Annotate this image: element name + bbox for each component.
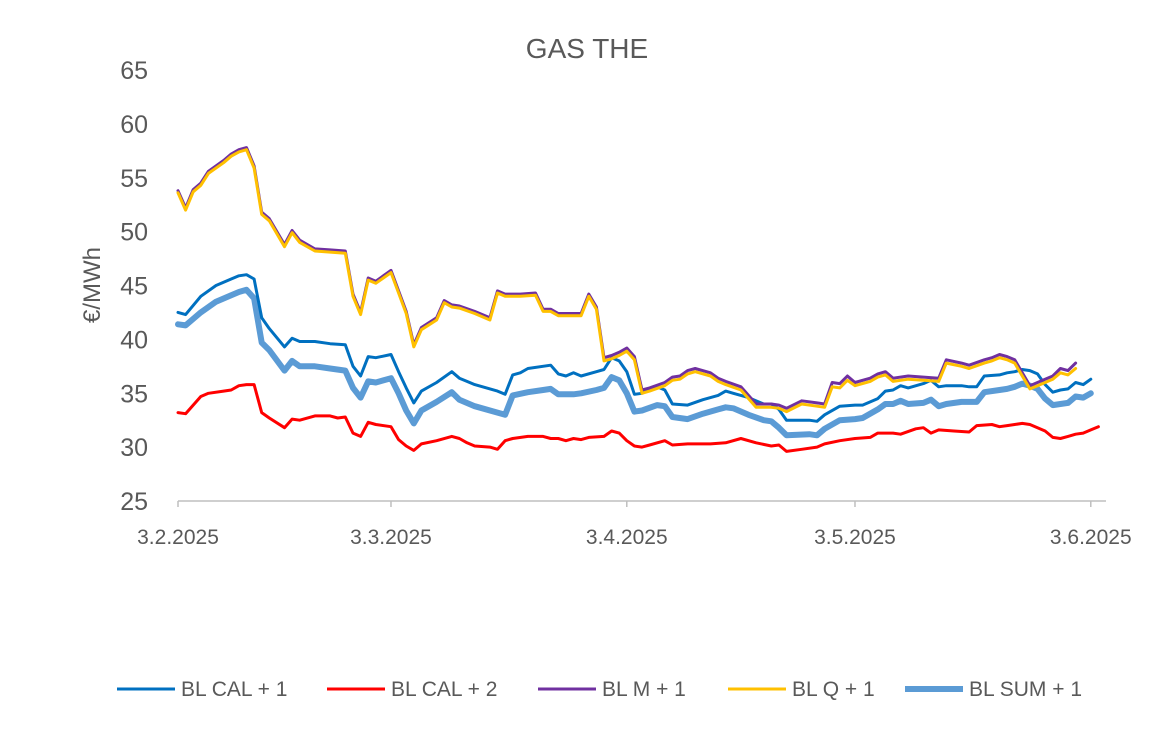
y-tick-label: 35 xyxy=(120,380,148,408)
x-axis: 3.2.2025 3.3.2025 3.4.2025 3.5.2025 3.6.2025 xyxy=(137,500,1132,549)
y-tick-label: 50 xyxy=(120,219,148,247)
x-tick-label: 3.2.2025 xyxy=(137,526,219,549)
series-line-bl-cal-2 xyxy=(176,383,1100,453)
legend-label: BL SUM + 1 xyxy=(969,678,1082,701)
x-tick-label: 3.6.2025 xyxy=(1050,526,1132,549)
legend-label: BL M + 1 xyxy=(602,678,686,701)
series-line-bl-cal-1 xyxy=(176,273,1093,423)
y-tick-label: 55 xyxy=(120,165,148,193)
x-tick-label: 3.5.2025 xyxy=(814,526,896,549)
chart-title: GAS THE xyxy=(526,33,648,64)
y-axis-ticks: 25 30 35 40 45 50 55 60 65 xyxy=(120,57,148,516)
y-axis-label: €/MWh xyxy=(79,247,106,323)
y-tick-label: 30 xyxy=(120,434,148,462)
series-line-bl-sum-1 xyxy=(175,286,1094,439)
series-lines xyxy=(175,146,1100,453)
y-tick-label: 60 xyxy=(120,111,148,139)
y-tick-label: 25 xyxy=(120,488,148,516)
series-line-bl-q-1 xyxy=(176,148,1078,414)
x-tick-label: 3.3.2025 xyxy=(350,526,432,549)
legend-label: BL Q + 1 xyxy=(792,678,875,701)
y-tick-label: 45 xyxy=(120,273,148,301)
legend-label: BL CAL + 1 xyxy=(181,678,287,701)
x-tick-label: 3.4.2025 xyxy=(586,526,668,549)
legend: BL CAL + 1 BL CAL + 2 BL M + 1 BL Q + 1 BL S… xyxy=(117,678,1082,701)
y-tick-label: 65 xyxy=(120,57,148,85)
legend-label: BL CAL + 2 xyxy=(391,678,497,701)
y-tick-label: 40 xyxy=(120,326,148,354)
